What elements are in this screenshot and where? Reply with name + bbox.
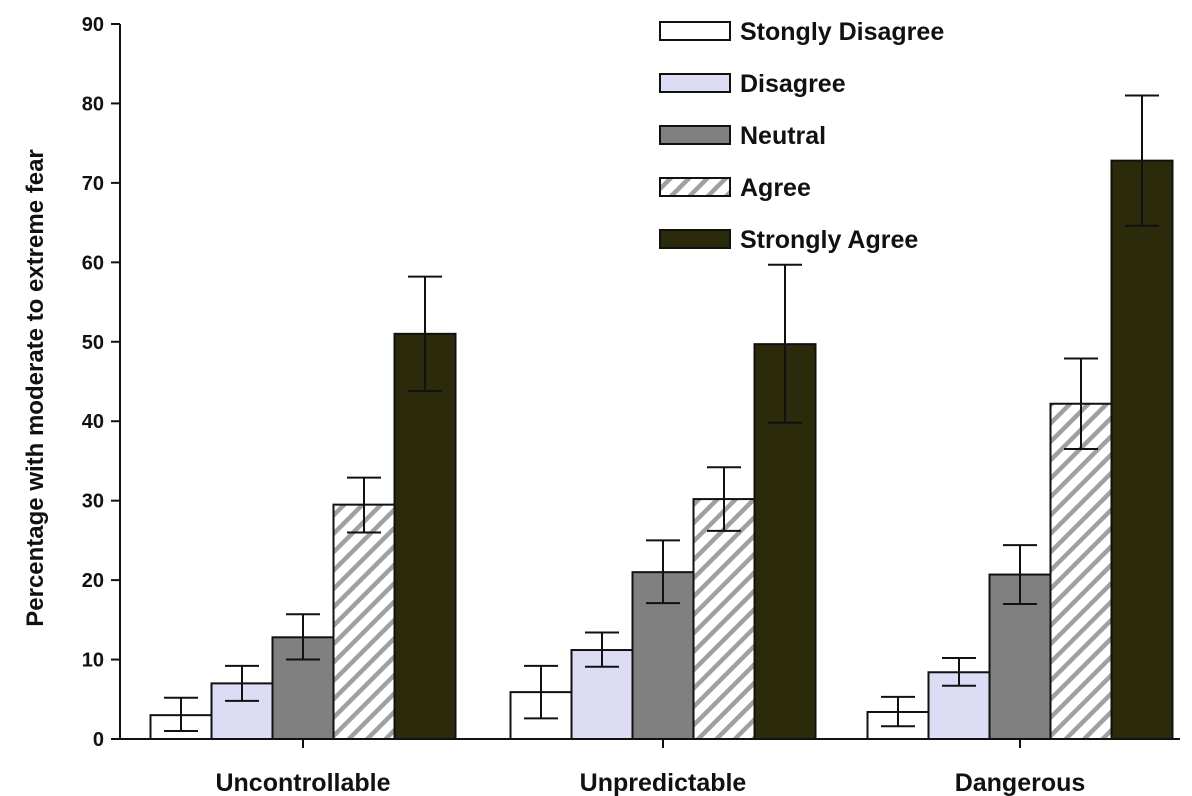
legend-swatch xyxy=(659,229,731,249)
legend-label: Disagree xyxy=(740,70,846,98)
legend-label: Strongly Agree xyxy=(740,226,918,254)
bars-group xyxy=(149,94,1174,741)
legend-swatch xyxy=(659,73,731,93)
y-tick-label: 10 xyxy=(82,650,104,672)
bar xyxy=(1110,159,1174,740)
legend-swatch xyxy=(659,21,731,41)
x-tick-label: Uncontrollable xyxy=(215,769,390,796)
legend-label: Agree xyxy=(740,174,811,202)
bar xyxy=(332,503,396,740)
legend-swatch xyxy=(659,177,731,197)
x-tick-label: Dangerous xyxy=(955,769,1086,796)
y-tick-label: 80 xyxy=(82,93,104,115)
x-tick-label: Unpredictable xyxy=(580,769,747,796)
y-axis-title: Percentage with moderate to extreme fear xyxy=(22,149,49,627)
y-tick-label: 90 xyxy=(82,14,104,36)
bar xyxy=(393,332,457,740)
y-tick-label: 20 xyxy=(82,570,104,592)
bar xyxy=(1049,402,1113,740)
legend-swatch xyxy=(659,125,731,145)
y-tick-label: 0 xyxy=(93,729,104,751)
legend-label: Stongly Disagree xyxy=(740,18,944,46)
y-tick-label: 40 xyxy=(82,411,104,433)
legend-label: Neutral xyxy=(740,122,826,150)
legend: Stongly Disagree Disagree Neutral Agree Stro… xyxy=(659,18,944,254)
y-tick-label: 50 xyxy=(82,332,104,354)
y-tick-label: 70 xyxy=(82,173,104,195)
y-tick-label: 60 xyxy=(82,252,104,274)
y-tick-label: 30 xyxy=(82,491,104,513)
bar xyxy=(692,498,756,741)
